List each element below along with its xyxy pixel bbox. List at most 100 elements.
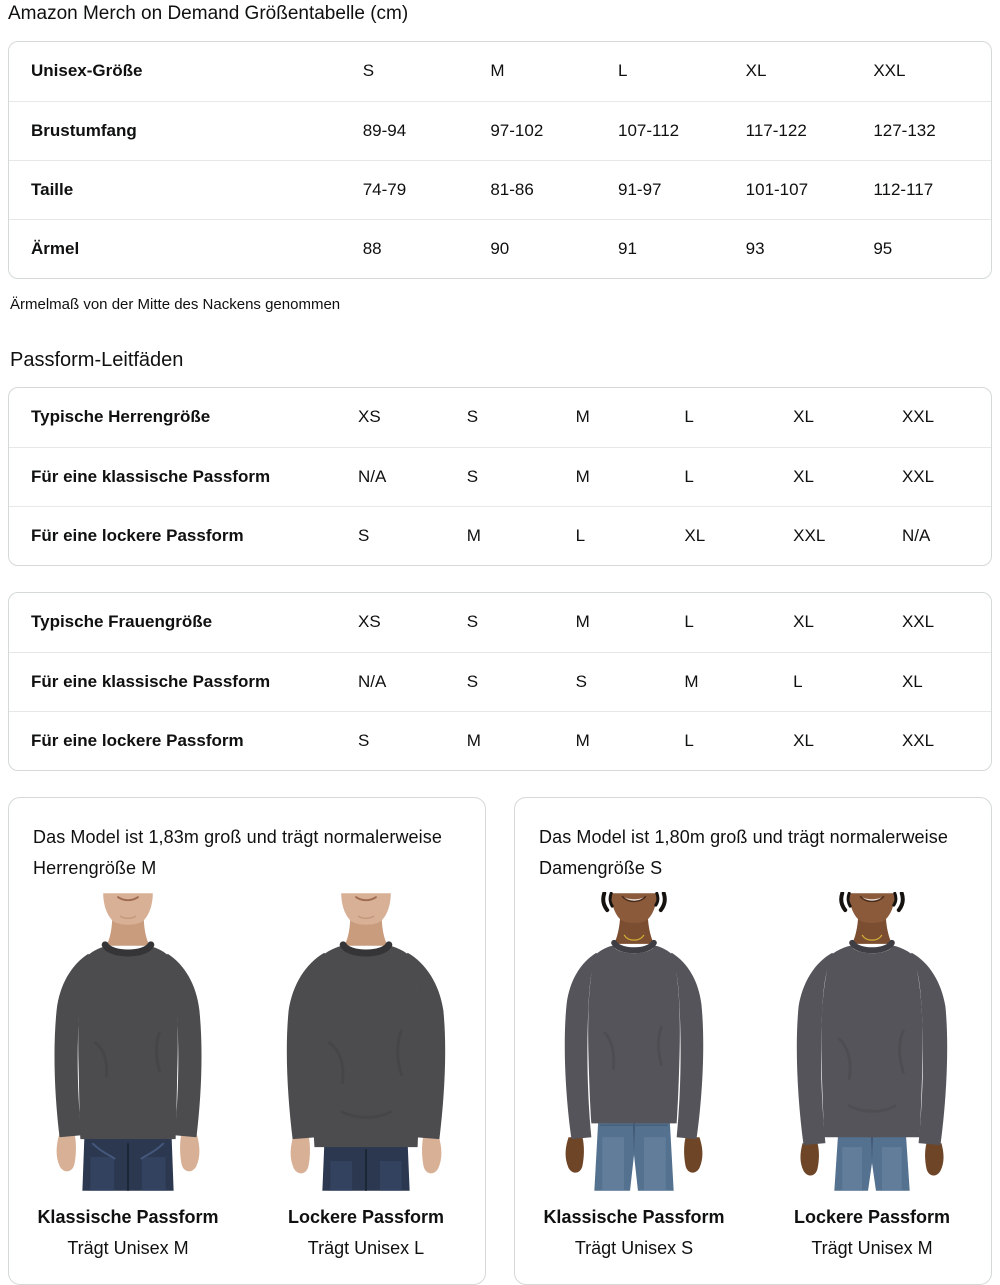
cell-value: XL	[773, 447, 882, 507]
sleeve-measure-footnote: Ärmelmaß von der Mitte des Nackens genom…	[10, 296, 341, 313]
male-model-classic-photo	[54, 893, 202, 1191]
hands	[565, 1137, 703, 1173]
cell-value: M	[466, 730, 481, 750]
hands	[56, 1133, 200, 1172]
male-model-loose-photo	[286, 893, 446, 1191]
hands	[800, 1143, 944, 1176]
cell-value: L	[664, 447, 774, 507]
cell-value: XS	[337, 593, 447, 653]
shirt	[286, 945, 446, 1148]
cell-value: XXL	[881, 388, 991, 448]
fit-caption-title: Lockere Passform	[793, 1207, 951, 1227]
womens-fit-guide-panel: Typische Frauengröße XS S M L XL XXL Für…	[8, 592, 992, 771]
cell-value: S	[357, 730, 370, 750]
fit-caption-sub: Trägt Unisex S	[574, 1238, 694, 1258]
cell-value: 117-122	[735, 101, 864, 161]
cell-value: XXL	[881, 447, 991, 507]
cell-value: 89-94	[352, 101, 481, 161]
head	[341, 893, 391, 946]
model-cards: Das Model ist 1,83m groß und trägt norma…	[8, 797, 992, 1285]
cell-value: XL	[793, 730, 814, 750]
table-row: Für eine lockere Passform S M L XL XXL N…	[9, 506, 991, 565]
cell-value: M	[555, 593, 665, 653]
row-label: Typische Frauengröße	[9, 593, 338, 653]
cell-value: S	[446, 447, 556, 507]
fit-caption-title: Klassische Passform	[37, 1207, 219, 1227]
jeans	[834, 1131, 910, 1191]
cell-value: N/A	[337, 447, 447, 507]
cell-value: M	[466, 525, 481, 545]
cell-value: M	[664, 652, 774, 712]
row-label: Für eine lockere Passform	[31, 730, 244, 750]
head	[839, 892, 905, 944]
unisex-size-table-panel: Unisex-Größe S M L XL XXL Brustumfang 89…	[8, 41, 992, 279]
male-model-card: Das Model ist 1,83m groß und trägt norma…	[8, 797, 486, 1285]
cell-value: XL	[773, 388, 882, 448]
cell-value: M	[555, 447, 665, 507]
cell-value: L	[773, 652, 882, 712]
collar	[611, 939, 657, 954]
fit-caption-sub: Trägt Unisex M	[811, 1238, 933, 1258]
cell-value: 95	[873, 238, 893, 258]
jeans	[82, 1137, 174, 1191]
row-label: Brustumfang	[9, 101, 353, 161]
cell-value: L	[664, 593, 774, 653]
hands	[290, 1135, 442, 1174]
cell-value: 91	[618, 238, 637, 258]
cell-value: L	[664, 388, 774, 448]
female-model-card: Das Model ist 1,80m groß und trägt norma…	[514, 797, 992, 1285]
fit-guides-heading: Passform-Leitfäden	[10, 349, 184, 371]
cell-value: 81-86	[480, 160, 608, 220]
row-label: Taille	[9, 160, 353, 220]
size-header: XXL	[863, 42, 991, 102]
head	[601, 892, 667, 944]
shirt	[54, 946, 202, 1140]
collar	[339, 941, 393, 957]
mens-fit-guide-panel: Typische Herrengröße XS S M L XL XXL Für…	[8, 387, 992, 566]
head	[103, 893, 153, 946]
collar	[101, 941, 155, 957]
cell-value: XXL	[793, 525, 826, 545]
cell-value: S	[446, 593, 556, 653]
model-description: Das Model ist 1,83m groß und trägt norma…	[33, 827, 442, 878]
cell-value: XS	[337, 388, 447, 448]
shirt	[564, 945, 704, 1140]
cell-value: 93	[745, 238, 765, 258]
womens-fit-guide-table: Typische Frauengröße XS S M L XL XXL Für…	[9, 593, 991, 770]
row-label: Unisex-Größe	[9, 42, 353, 102]
cell-value: 88	[362, 238, 382, 258]
row-label: Für eine lockere Passform	[31, 525, 244, 545]
cell-value: S	[357, 525, 370, 545]
shirt	[796, 945, 948, 1146]
cell-value: S	[555, 652, 665, 712]
cell-value: L	[684, 730, 694, 750]
table-row: Typische Frauengröße XS S M L XL XXL	[9, 593, 991, 653]
table-row: Ärmel 88 90 91 93 95	[9, 219, 991, 278]
cell-value: 107-112	[608, 101, 736, 161]
fit-caption-sub: Trägt Unisex M	[67, 1238, 189, 1258]
female-model-classic-photo	[564, 892, 704, 1191]
cell-value: 101-107	[735, 160, 864, 220]
cell-value: N/A	[337, 652, 447, 712]
cell-value: M	[555, 388, 665, 448]
size-header: S	[352, 42, 481, 102]
size-header: XL	[735, 42, 864, 102]
row-label: Für eine klassische Passform	[9, 652, 338, 712]
figure-loose-fit: Lockere Passform Trägt Unisex L	[247, 892, 485, 1260]
figure-loose-fit: Lockere Passform Trägt Unisex M	[753, 892, 991, 1260]
fit-caption-title: Klassische Passform	[543, 1207, 725, 1227]
cell-value: XL	[773, 593, 882, 653]
table-row: Für eine lockere Passform S M M L XL XXL	[9, 711, 991, 770]
size-header: M	[480, 42, 608, 102]
table-row: Unisex-Größe S M L XL XXL	[9, 42, 991, 102]
cell-value: XL	[881, 652, 991, 712]
model-figures: Klassische Passform Trägt Unisex S	[515, 892, 991, 1260]
cell-value: S	[446, 652, 556, 712]
table-row: Typische Herrengröße XS S M L XL XXL	[9, 388, 991, 448]
female-model-loose-photo	[796, 892, 948, 1191]
fit-caption-title: Lockere Passform	[287, 1207, 445, 1227]
table-row: Für eine klassische Passform N/A S S M L…	[9, 652, 991, 712]
cell-value: 90	[490, 238, 510, 258]
cell-value: L	[575, 525, 586, 545]
